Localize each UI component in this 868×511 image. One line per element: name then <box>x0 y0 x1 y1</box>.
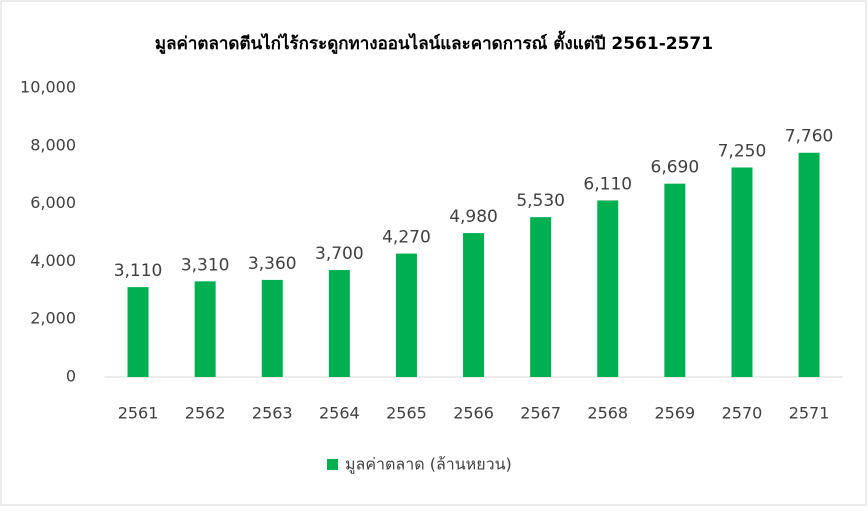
bar <box>261 279 283 377</box>
bar <box>127 287 149 377</box>
y-tick-label: 10,000 <box>20 78 76 97</box>
data-label: 4,270 <box>382 228 431 248</box>
bar <box>731 167 753 377</box>
data-label: 3,700 <box>315 244 364 264</box>
x-tick-label: 2568 <box>587 404 628 423</box>
bar <box>597 200 619 377</box>
data-label: 7,760 <box>785 127 834 147</box>
bar <box>463 233 485 377</box>
legend-label: มูลค่าตลาด (ล้านหยวน) <box>345 455 512 475</box>
chart-title: มูลค่าตลาดตีนไก่ไร้กระดูกทางออนไลน์และคา… <box>155 30 713 55</box>
x-tick-label: 2562 <box>185 404 226 423</box>
bar <box>395 253 417 377</box>
data-label: 6,690 <box>651 158 700 178</box>
x-tick-label: 2561 <box>118 404 159 423</box>
x-tick-label: 2566 <box>453 404 494 423</box>
y-tick-label: 0 <box>66 367 76 386</box>
bar <box>798 152 820 377</box>
bar <box>530 217 552 377</box>
data-label: 5,530 <box>516 191 565 211</box>
x-tick-label: 2563 <box>252 404 293 423</box>
x-tick-label: 2567 <box>520 404 561 423</box>
y-tick-label: 6,000 <box>30 193 76 212</box>
data-label: 6,110 <box>583 174 632 194</box>
legend-swatch <box>327 459 338 470</box>
x-tick-label: 2564 <box>319 404 360 423</box>
bar <box>328 270 350 377</box>
y-tick-label: 4,000 <box>30 251 76 270</box>
x-tick-label: 2571 <box>789 404 830 423</box>
data-label: 7,250 <box>718 141 767 161</box>
data-label: 3,110 <box>114 261 163 281</box>
x-tick-label: 2569 <box>654 404 695 423</box>
data-label: 3,360 <box>248 254 297 274</box>
bar <box>194 281 216 377</box>
x-tick-label: 2565 <box>386 404 427 423</box>
bar <box>664 183 686 377</box>
x-tick-label: 2570 <box>722 404 763 423</box>
data-label: 3,310 <box>181 255 230 275</box>
data-label: 4,980 <box>449 207 498 227</box>
y-tick-label: 8,000 <box>30 135 76 154</box>
y-tick-label: 2,000 <box>30 309 76 328</box>
